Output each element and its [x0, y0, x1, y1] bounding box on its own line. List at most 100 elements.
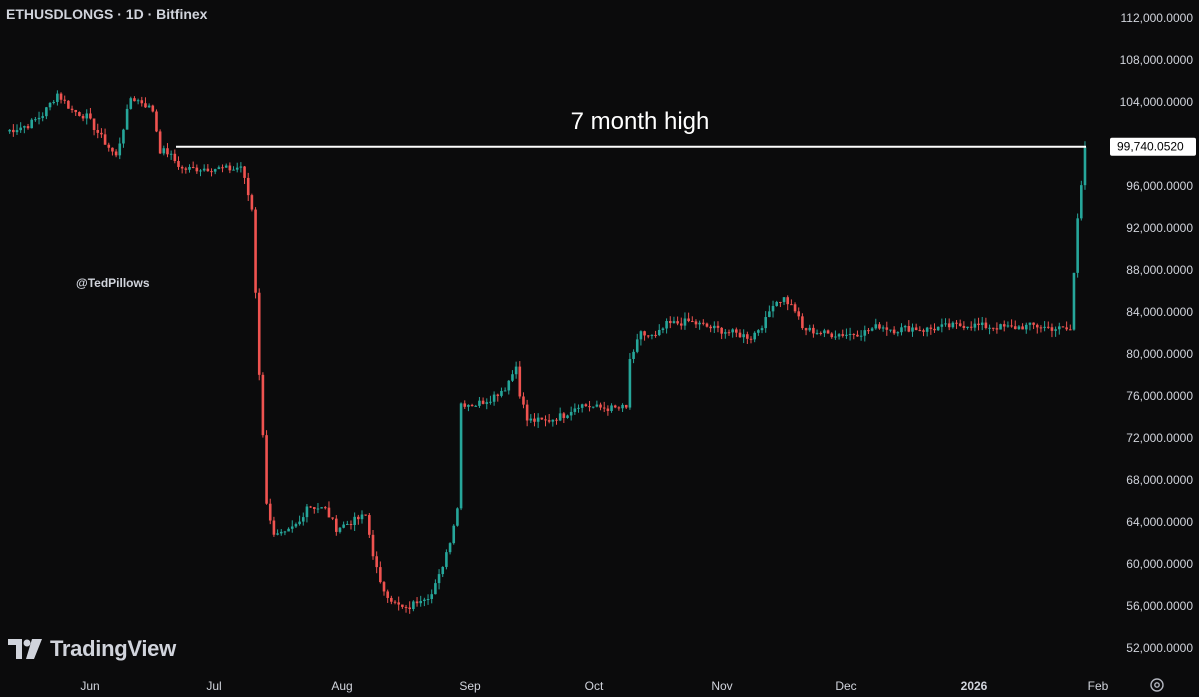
candle: [617, 407, 621, 409]
candle: [316, 508, 320, 510]
candle: [243, 166, 246, 178]
candle: [841, 334, 845, 336]
candle: [823, 330, 826, 334]
candle: [903, 326, 907, 328]
candle: [173, 153, 177, 162]
candle: [45, 107, 48, 117]
candle: [573, 408, 577, 412]
last-price-tag: 99,740.0520: [1110, 137, 1196, 156]
candle: [169, 153, 173, 155]
candle: [984, 322, 988, 328]
candle: [379, 567, 382, 583]
candle: [19, 127, 22, 131]
candle: [1032, 322, 1035, 325]
candle: [1035, 324, 1039, 328]
gear-icon[interactable]: [1148, 676, 1166, 694]
candle: [323, 507, 327, 509]
candle: [162, 148, 166, 154]
candle: [962, 325, 966, 328]
candle: [503, 390, 507, 392]
y-tick-label: 84,000.0000: [1126, 305, 1193, 319]
candle: [445, 552, 448, 567]
candle: [85, 113, 89, 119]
candle: [650, 334, 654, 336]
candle: [797, 311, 801, 317]
y-tick-label: 80,000.0000: [1126, 347, 1193, 361]
candle: [349, 524, 353, 526]
candle: [973, 323, 977, 328]
candle: [368, 515, 371, 535]
candle: [158, 131, 162, 154]
candle: [933, 328, 936, 331]
candle: [804, 328, 808, 331]
candle: [89, 113, 92, 119]
symbol-title[interactable]: ETHUSDLONGS · 1D · Bitfinex: [6, 6, 208, 22]
x-tick-label: Feb: [1088, 679, 1109, 693]
candle: [213, 169, 217, 172]
y-tick-label: 68,000.0000: [1126, 473, 1193, 487]
candle: [654, 334, 657, 336]
candle: [1065, 327, 1068, 330]
candle: [969, 326, 973, 328]
candle: [309, 506, 312, 508]
candle: [525, 404, 529, 421]
candle: [951, 322, 955, 328]
candle: [845, 334, 848, 336]
candle: [224, 165, 228, 168]
candle: [500, 390, 503, 396]
candle: [430, 594, 434, 600]
candle: [702, 322, 705, 324]
candle: [199, 170, 202, 172]
candle: [566, 415, 569, 418]
candle: [12, 129, 15, 133]
candle: [529, 418, 533, 421]
candle: [536, 417, 540, 422]
candle: [591, 406, 595, 408]
candle: [103, 134, 107, 145]
candle: [870, 328, 874, 331]
candle: [602, 407, 606, 409]
candle: [478, 400, 481, 406]
candle: [37, 117, 41, 120]
tradingview-logo[interactable]: TradingView: [8, 635, 176, 663]
candle: [837, 334, 841, 337]
candle: [228, 165, 232, 171]
candle: [925, 327, 929, 332]
candle: [1028, 322, 1032, 325]
candle: [335, 518, 338, 532]
y-tick-label: 88,000.0000: [1126, 263, 1193, 277]
candle: [221, 167, 224, 169]
candle: [327, 507, 331, 518]
x-tick-label: Oct: [585, 679, 604, 693]
price-axis[interactable]: 112,000.0000 108,000.0000 104,000.0000 96,0…: [1120, 11, 1194, 655]
candle: [856, 334, 859, 337]
time-axis[interactable]: Jun Jul Aug Sep Oct Nov Dec 2026 Feb: [80, 679, 1108, 693]
candle: [558, 413, 562, 421]
candle: [991, 327, 995, 329]
y-tick-label: 112,000.0000: [1120, 11, 1193, 25]
candle: [599, 404, 602, 408]
candle: [757, 330, 760, 333]
candle: [709, 326, 712, 329]
candle: [386, 591, 389, 598]
seven-month-high-annotation: 7 month high: [570, 108, 710, 135]
candle: [56, 93, 59, 102]
candle: [661, 328, 665, 330]
candle: [555, 419, 558, 421]
y-tick-label: 92,000.0000: [1126, 221, 1193, 235]
candle: [643, 331, 646, 336]
candle: [122, 129, 125, 144]
candle: [544, 419, 547, 421]
candle: [551, 419, 555, 422]
candle: [657, 329, 661, 336]
candle: [74, 109, 78, 113]
candle: [514, 366, 518, 375]
candle: [364, 514, 367, 516]
candle: [423, 599, 426, 602]
candle: [808, 327, 812, 331]
candle: [940, 324, 944, 327]
candle: [826, 330, 830, 334]
candle: [70, 108, 74, 110]
candle: [144, 103, 147, 108]
